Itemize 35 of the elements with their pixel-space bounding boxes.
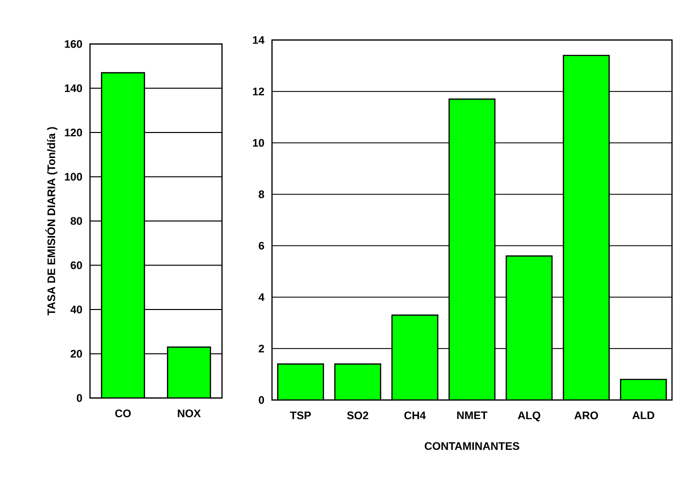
y-tick-label: 160: [64, 40, 82, 48]
x-tick-label: ALD: [632, 412, 654, 420]
y-tick-label: 0: [258, 396, 264, 404]
x-tick-label: ALQ: [518, 412, 540, 422]
y-tick-label: 20: [70, 350, 82, 358]
y-tick-label: 8: [258, 190, 264, 198]
bar: [392, 315, 438, 400]
x-tick-label: NMET: [457, 412, 488, 420]
x-tick-label: NOX: [178, 410, 201, 418]
y-tick-label: 12: [252, 88, 264, 96]
bar: [449, 99, 495, 400]
x-tick-label: CH4: [404, 412, 426, 420]
y-tick-label: 40: [70, 306, 82, 314]
y-tick-label: 60: [70, 261, 82, 270]
bar: [506, 256, 552, 400]
y-tick-label: 100: [64, 172, 82, 181]
y-tick-label: 0: [76, 394, 82, 402]
x-tick-label: CO: [115, 410, 131, 418]
y-tick-label: 140: [64, 84, 82, 92]
x-tick-label: TSP: [290, 412, 311, 420]
y-tick-label: 4: [258, 293, 264, 301]
x-tick-label: SO2: [347, 412, 368, 420]
y-tick-label: 80: [70, 217, 82, 225]
bar: [563, 55, 610, 400]
x-axis-title: CONTAMINANTES: [424, 442, 520, 450]
bar: [620, 378, 667, 400]
x-tick-label: ARO: [574, 412, 598, 420]
y-tick-label: 10: [252, 138, 264, 147]
y-tick-label: 120: [64, 128, 82, 136]
y-tick-label: 6: [258, 242, 264, 250]
bar: [278, 364, 324, 400]
y-tick-label: 14: [252, 36, 264, 44]
y-axis-title: TASA DE EMISIÓN DIARIA (Ton/día ): [45, 127, 58, 316]
bar: [334, 364, 381, 400]
y-tick-label: 2: [258, 344, 264, 352]
